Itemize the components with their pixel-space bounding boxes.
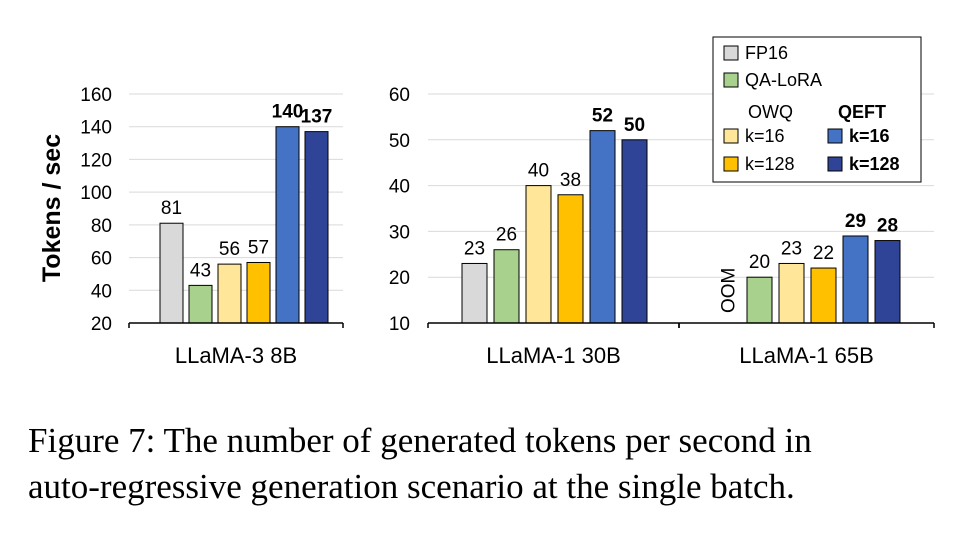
y-tick-label: 10: [389, 314, 410, 335]
data-label: 137: [301, 107, 333, 128]
bar: [493, 249, 520, 324]
data-label: 26: [496, 225, 517, 246]
data-label: 28: [877, 216, 898, 237]
legend-label-owq-16: k=16: [745, 126, 785, 146]
y-tick-label: 140: [80, 118, 112, 139]
chart-panel-2: 10 20 30 40 50 60 23 26 40 38 52 50 LLaMA-1 30B: [389, 85, 680, 368]
bar: [810, 267, 837, 324]
data-label: 52: [592, 106, 613, 127]
y-tick-label: 160: [80, 85, 112, 106]
caption-line-1: Figure 7: The number of generated tokens…: [28, 421, 812, 460]
legend-label-owq-128: k=128: [745, 154, 795, 174]
y-tick-label: 30: [389, 222, 410, 243]
legend-swatch-qalora: [723, 72, 739, 88]
x-category-label: LLaMA-3 8B: [175, 343, 297, 368]
bar: [275, 126, 300, 324]
legend-swatch-owq-16: [723, 128, 739, 144]
y-tick-label: 50: [389, 131, 410, 152]
bar: [217, 263, 242, 324]
legend-box: [712, 36, 922, 183]
legend-label-qalora: QA-LoRA: [745, 70, 822, 90]
legend-swatch-fp16: [723, 45, 739, 61]
data-label: 140: [272, 102, 304, 123]
bar: [746, 276, 773, 324]
bar: [621, 139, 648, 324]
data-label: 38: [560, 170, 581, 191]
y-tick-label: 100: [80, 183, 112, 204]
bar: [188, 284, 213, 324]
data-label: 40: [528, 161, 549, 182]
data-label: 56: [219, 239, 240, 260]
figure-caption: Figure 7: The number of generated tokens…: [28, 418, 948, 510]
legend-header-qeft: QEFT: [838, 102, 886, 122]
y-tick-label: 20: [91, 314, 112, 335]
data-label: 23: [781, 238, 802, 259]
bar: [874, 240, 901, 324]
y-tick-label: 40: [91, 281, 112, 302]
legend-header-owq: OWQ: [748, 102, 793, 122]
data-label: 23: [464, 238, 485, 259]
legend-swatch-qeft-128: [827, 156, 843, 172]
data-label: 20: [749, 252, 770, 273]
y-tick-label: 20: [389, 268, 410, 289]
data-label: 29: [845, 211, 866, 232]
y-tick-label: 60: [389, 85, 410, 106]
x-category-label: LLaMA-1 30B: [486, 343, 621, 368]
caption-line-2: auto-regressive generation scenario at t…: [28, 467, 795, 506]
data-label: 57: [248, 237, 269, 258]
bar: [557, 194, 584, 324]
data-label: 22: [813, 243, 834, 264]
y-tick-label: 80: [91, 216, 112, 237]
data-label: 50: [624, 115, 645, 136]
bar: [304, 131, 329, 324]
bar: [246, 261, 271, 324]
legend-label-fp16: FP16: [745, 43, 788, 63]
bar: [778, 262, 805, 324]
bar: [461, 262, 488, 324]
legend-swatch-owq-128: [723, 156, 739, 172]
bar: [159, 222, 184, 324]
bar: [589, 130, 616, 324]
y-axis-label: Tokens / sec: [38, 134, 66, 282]
data-label: OOM: [719, 268, 740, 313]
legend-swatch-qeft-16: [827, 128, 843, 144]
x-category-label: LLaMA-1 65B: [739, 343, 874, 368]
y-tick-label: 40: [389, 177, 410, 198]
legend-label-qeft-16: k=16: [849, 126, 890, 146]
data-label: 43: [190, 260, 211, 281]
y-tick-label: 60: [91, 249, 112, 270]
data-label: 81: [161, 198, 182, 219]
y-tick-label: 120: [80, 150, 112, 171]
legend-label-qeft-128: k=128: [849, 154, 900, 174]
legend: FP16 QA-LoRA OWQ QEFT k=16 k=16 k=128 k=…: [712, 36, 922, 183]
bar: [842, 235, 869, 324]
bar: [525, 185, 552, 324]
